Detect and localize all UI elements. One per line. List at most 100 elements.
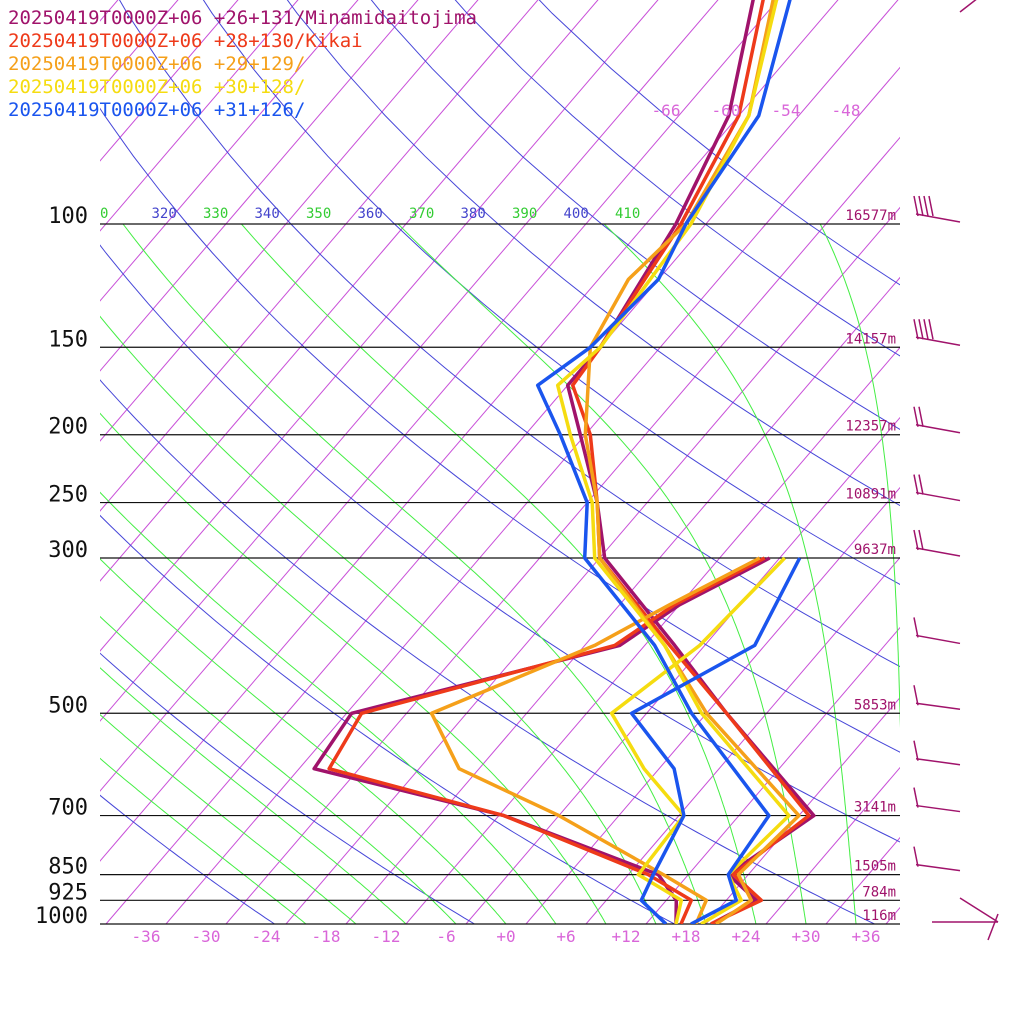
temperature-tick-label: +36 (852, 927, 881, 946)
isotherm-line (105, 0, 899, 924)
dry-adiabat-line (100, 107, 900, 753)
pressure-label: 700 (48, 796, 88, 821)
isotherm-line (100, 0, 839, 862)
theta-label: 400 (564, 206, 589, 222)
theta-label: 330 (203, 206, 228, 222)
legend-entry: 20250419T0000Z+06 +31+126/ (8, 99, 305, 121)
dry-adiabat-line (100, 514, 676, 924)
wind-barb-flag (928, 319, 934, 340)
wind-barb (913, 529, 961, 557)
legend-entry: 20250419T0000Z+06 +30+128/ (8, 76, 305, 98)
temperature-tick-label: -6 (436, 927, 455, 946)
wind-barb-staff (915, 702, 961, 711)
isotherm-line (525, 486, 900, 924)
series-3 (555, 0, 791, 924)
wind-barb-flag (913, 617, 919, 638)
isotherm-line (946, 0, 1024, 924)
pressure-label: 925 (48, 880, 88, 905)
isotherm-line (465, 416, 900, 924)
pressure-label: 500 (48, 693, 88, 718)
isotherm-line (100, 0, 719, 722)
isotherm-line (405, 346, 900, 924)
wind-barb-flag (913, 319, 919, 340)
dry-adiabat-line (202, 0, 900, 586)
legend: 20250419T0000Z+06 +26+131/Minamidaitojim… (8, 7, 477, 121)
wind-barb-flag (918, 474, 924, 495)
isotherm-line (225, 136, 900, 924)
legend-entry: 20250419T0000Z+06 +28+130/Kikai (8, 30, 363, 52)
wind-barb (913, 319, 961, 347)
isobar-lines (100, 223, 900, 925)
dry-adiabat-line (100, 794, 276, 924)
temperature-line (555, 0, 791, 924)
wind-barb-flag (913, 846, 919, 867)
temperature-tick-label: -30 (192, 927, 221, 946)
height-label: 784m (862, 884, 896, 900)
wind-barb-staff (959, 897, 999, 923)
temperature-line (570, 0, 811, 924)
series-2 (429, 0, 801, 924)
theta-label: 0 (100, 206, 108, 222)
height-label: 16577m (845, 208, 896, 224)
wind-barb-staff (915, 804, 961, 813)
wind-barb (913, 406, 961, 434)
wind-barb-flag (913, 685, 919, 706)
moist-adiabat-line (100, 757, 307, 924)
height-label: 116m (862, 908, 896, 924)
isotherm-line (705, 696, 900, 924)
wind-barb (932, 897, 999, 941)
wind-barb-staff (987, 913, 999, 941)
wind-barb-flag (918, 319, 924, 340)
isotherm-line (100, 0, 479, 442)
isotherm-line (345, 276, 900, 924)
pressure-label: 250 (48, 483, 88, 508)
wind-barbs (913, 0, 999, 941)
wind-barb-flag (913, 474, 919, 495)
height-label: 3141m (854, 800, 896, 816)
wind-barb-flag (913, 529, 919, 551)
pressure-label: 850 (48, 855, 88, 880)
isotherm-line (825, 836, 900, 924)
height-label: 1505m (854, 859, 896, 875)
isotherm-line (645, 626, 900, 924)
height-label: 9637m (854, 542, 896, 558)
isotherm-line (885, 906, 900, 924)
temperature-tick-label: -12 (372, 927, 401, 946)
isotherm-line (100, 0, 779, 792)
top-temperature-label: -48 (832, 101, 861, 120)
isotherm-line (100, 0, 599, 582)
wind-barb-flag (918, 195, 924, 217)
dry-adiabat-line (118, 0, 900, 668)
legend-entry: 20250419T0000Z+06 +26+131/Minamidaitojim… (8, 7, 477, 29)
top-temperature-label: -54 (772, 101, 801, 120)
background-grid (100, 0, 1024, 924)
dry-adiabat-line (370, 0, 900, 431)
wind-barb (913, 846, 961, 872)
height-label: 10891m (845, 487, 896, 503)
legend-entry: 20250419T0000Z+06 +29+129/ (8, 53, 305, 75)
wind-barb (913, 617, 961, 645)
pressure-label: 100 (48, 204, 88, 229)
temperature-tick-label: +30 (792, 927, 821, 946)
wind-barb-flag (918, 406, 924, 427)
dewpoint-line (327, 556, 766, 924)
wind-barb-flag (913, 740, 919, 761)
wind-barb-flag (928, 195, 934, 217)
wind-barb (913, 787, 961, 813)
temperature-tick-label: -36 (132, 927, 161, 946)
series-1 (327, 0, 811, 924)
isotherm-line (100, 0, 299, 232)
wind-barb (913, 474, 961, 502)
temperature-tick-label: +12 (612, 927, 641, 946)
isotherm-line (100, 0, 119, 22)
temperature-line (565, 0, 816, 924)
temperature-line (535, 0, 792, 924)
temperature-tick-label: +24 (732, 927, 761, 946)
wind-barb-staff (959, 0, 977, 13)
pressure-label: 150 (48, 327, 88, 352)
theta-label: 350 (306, 206, 331, 222)
wind-barb-staff (915, 634, 961, 645)
height-label: 14157m (845, 331, 896, 347)
